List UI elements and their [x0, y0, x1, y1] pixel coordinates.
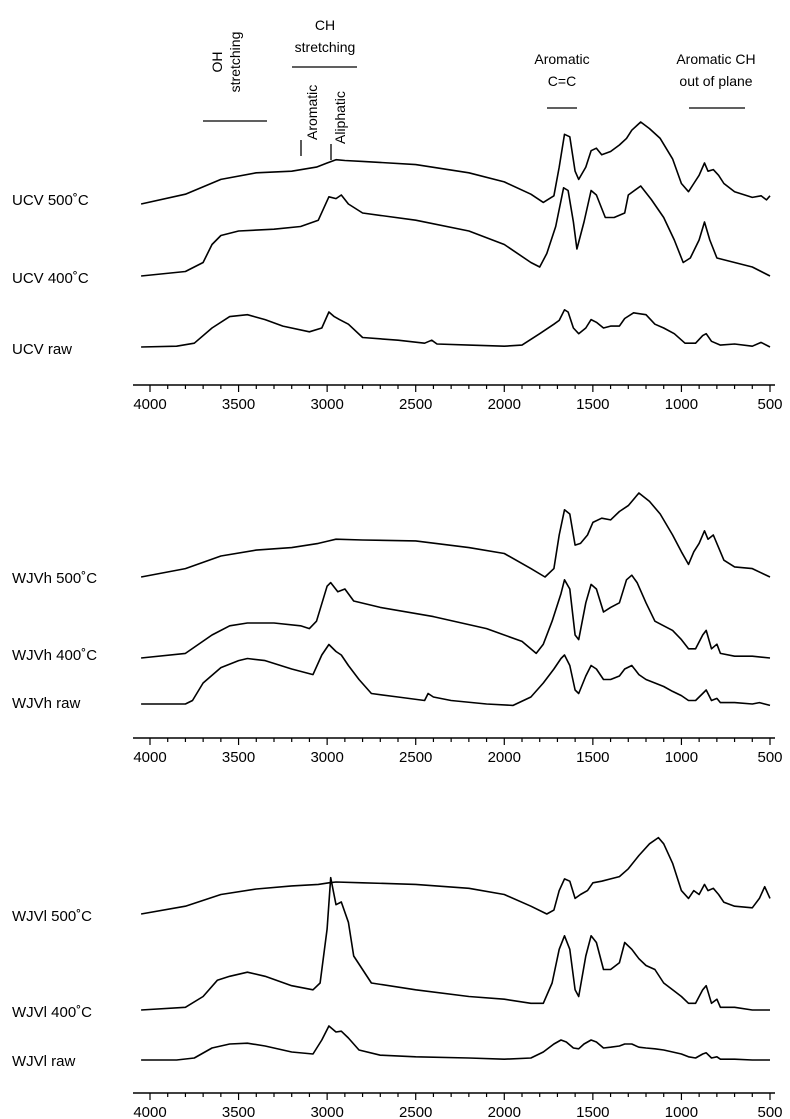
- spectrum-trace: [141, 876, 770, 1011]
- x-tick-label: 2500: [399, 396, 432, 413]
- spectrum-trace: [140, 121, 771, 205]
- series-label: WJVl raw: [12, 1053, 76, 1070]
- x-tick-label: 2000: [488, 1104, 521, 1119]
- x-tick-label: 3500: [222, 396, 255, 413]
- x-tick-label: 4000: [133, 1104, 166, 1119]
- series-label: WJVl 400˚C: [12, 1004, 92, 1021]
- x-tick-label: 3000: [310, 749, 343, 766]
- x-tick-label: 3000: [310, 1104, 343, 1119]
- annotation-ch-title: CH: [315, 17, 335, 33]
- x-tick-label: 3000: [310, 396, 343, 413]
- spectrum-trace: [141, 185, 771, 277]
- x-tick-label: 500: [757, 396, 782, 413]
- spectrum-trace: [141, 308, 771, 348]
- x-tick-label: 4000: [133, 749, 166, 766]
- x-tick-label: 1500: [576, 396, 609, 413]
- x-tick-label: 1000: [665, 396, 698, 413]
- spectrum-trace: [141, 574, 771, 659]
- x-tick-label: 2500: [399, 749, 432, 766]
- spectrum-trace: [141, 643, 771, 707]
- x-tick-label: 1000: [665, 749, 698, 766]
- x-tick-label: 3500: [222, 749, 255, 766]
- x-tick-label: 500: [757, 749, 782, 766]
- x-tick-label: 3500: [222, 1104, 255, 1119]
- annotation-aliphatic: Aliphatic: [332, 91, 348, 144]
- x-tick-label: 500: [757, 1104, 782, 1119]
- panel-1-traces: [140, 121, 771, 348]
- panel-3-x-axis: 4000 3500 3000 2500 2000 1500 1000 500: [133, 1092, 783, 1119]
- x-tick-label: 1000: [665, 1104, 698, 1119]
- x-tick-label: 2500: [399, 1104, 432, 1119]
- x-tick-label: 1500: [576, 749, 609, 766]
- spectrum-trace: [140, 836, 771, 915]
- panel-2: WJVh 500˚C WJVh 400˚C WJVh raw 4000 3500 3…: [12, 492, 783, 766]
- panel-2-traces: [140, 492, 771, 707]
- series-label: UCV 400˚C: [12, 270, 89, 287]
- annotation-aromatic: Aromatic: [304, 85, 320, 140]
- spectrum-trace: [140, 492, 771, 578]
- annotation-cc-subtitle: C=C: [548, 73, 576, 89]
- annotation-oop-subtitle: out of plane: [679, 73, 752, 89]
- series-label: WJVh 400˚C: [12, 647, 97, 664]
- series-label: WJVh 500˚C: [12, 570, 97, 587]
- panel-1-x-axis: 4000 3500 3000 2500 2000 1500 1000 500: [133, 384, 783, 413]
- band-annotations: OH stretching CH stretching Aromatic Ali…: [203, 17, 756, 160]
- series-label: WJVl 500˚C: [12, 908, 92, 925]
- annotation-cc-title: Aromatic: [534, 51, 589, 67]
- x-tick-label: 2000: [488, 749, 521, 766]
- panel-2-x-axis: 4000 3500 3000 2500 2000 1500 1000 500: [133, 737, 783, 766]
- annotation-oh-subtitle: stretching: [227, 32, 243, 93]
- series-label: UCV raw: [12, 341, 72, 358]
- spectrum-trace: [141, 1025, 770, 1061]
- annotation-oop-title: Aromatic CH: [676, 51, 755, 67]
- series-label: WJVh raw: [12, 695, 81, 712]
- series-label: UCV 500˚C: [12, 192, 89, 209]
- x-tick-label: 4000: [133, 396, 166, 413]
- panel-3-traces: [140, 836, 771, 1061]
- x-tick-label: 2000: [488, 396, 521, 413]
- annotation-oh-title: OH: [209, 52, 225, 73]
- panel-3: WJVl 500˚C WJVl 400˚C WJVl raw 4000 3500 3…: [12, 836, 783, 1119]
- panel-1: UCV 500˚C UCV 400˚C UCV raw 4000 3500 3000…: [12, 121, 783, 413]
- annotation-ch-subtitle: stretching: [295, 39, 356, 55]
- x-tick-label: 1500: [576, 1104, 609, 1119]
